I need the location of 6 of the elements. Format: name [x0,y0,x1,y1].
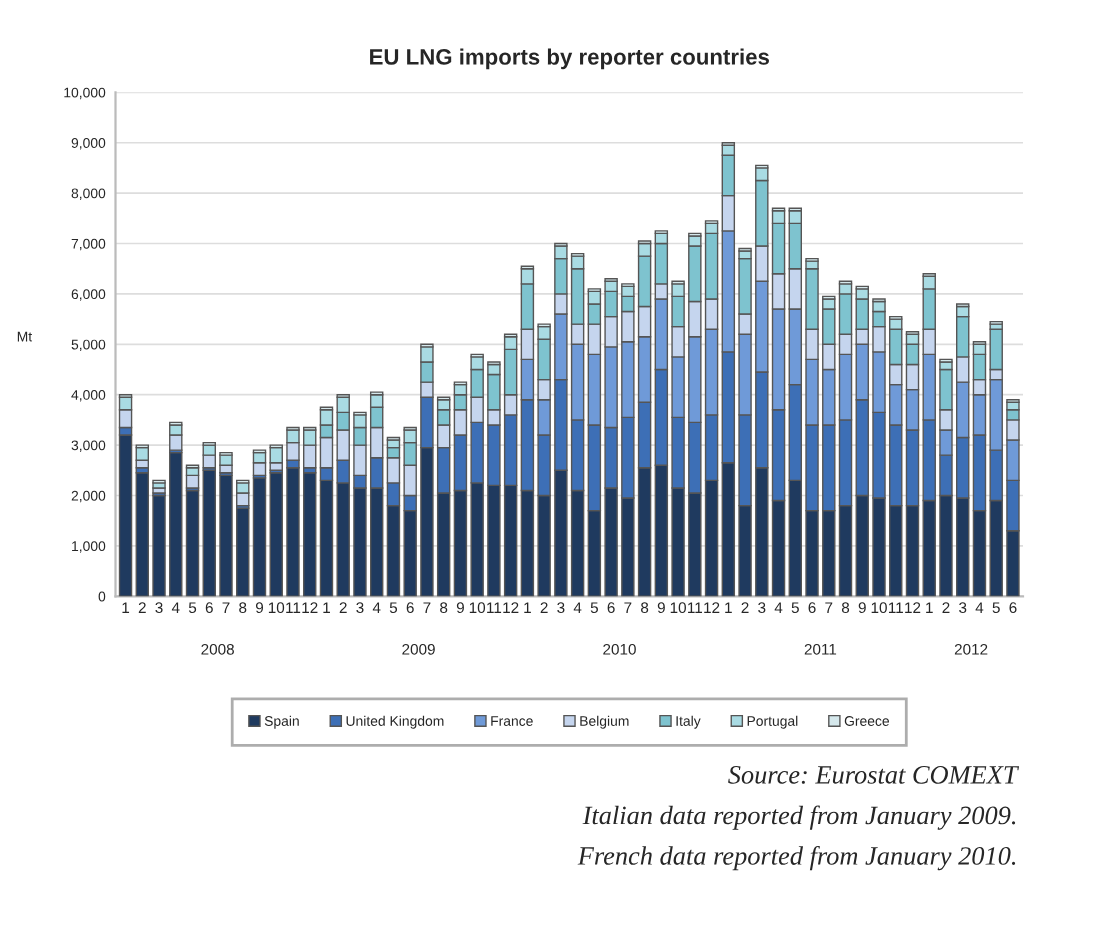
text: Italian data reported from January 2009. [582,805,1016,830]
bar [118,434,133,597]
text: French data reported from January 2010. [577,846,1016,871]
source-note: Source: Eurostat COMEXT [728,766,1020,784]
bar [135,446,150,461]
chart-title: EU LNG imports by reporter countries [370,48,769,70]
